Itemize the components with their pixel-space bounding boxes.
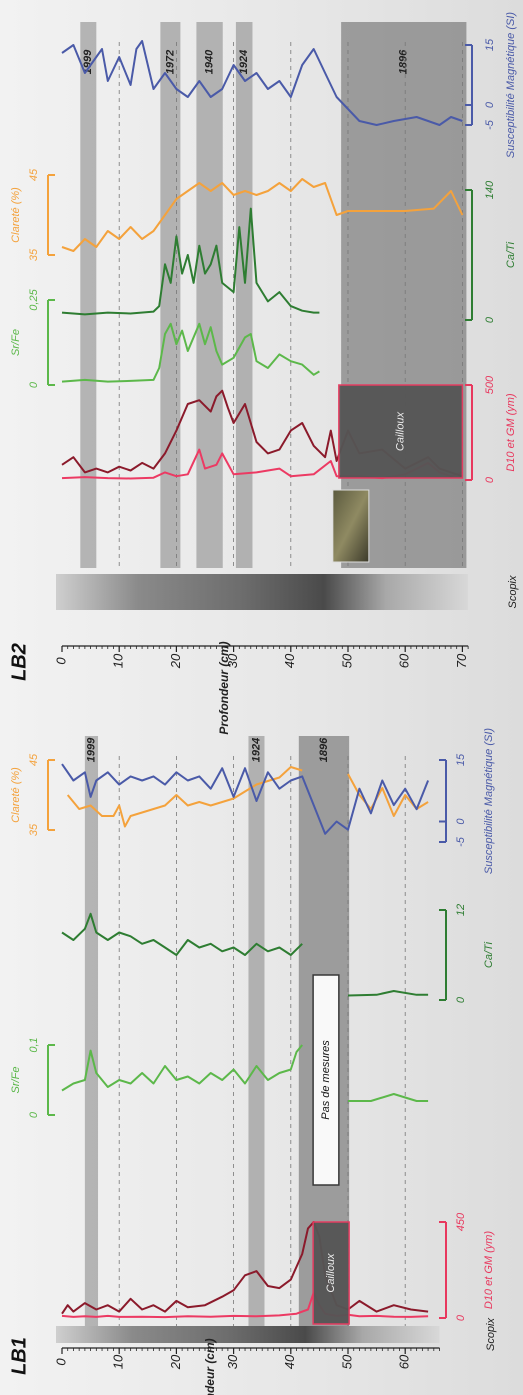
tick-label: 45: [28, 753, 40, 766]
tick-label: 500: [484, 375, 496, 394]
tick-label: 0: [455, 818, 467, 825]
horizon-band: [196, 22, 223, 568]
depth-tick-label: 20: [168, 653, 183, 669]
depth-label: Profondeur (cm): [217, 641, 231, 734]
depth-tick-label: 0: [53, 1358, 68, 1366]
horizon-band: [80, 22, 97, 568]
curve: [61, 763, 430, 835]
horizon-band: [84, 736, 99, 1326]
track-label: D10 et GM (ym): [505, 393, 517, 472]
tick-label: 0: [28, 381, 40, 388]
curve: [61, 207, 320, 316]
horizon-band: [160, 22, 181, 568]
depth-tick-label: 30: [225, 653, 240, 668]
box-label: Cailloux: [325, 1253, 337, 1293]
track-label: Ca/Ti: [505, 241, 517, 268]
horizon-label: 1999: [82, 49, 94, 74]
horizon-label: 1896: [398, 49, 410, 74]
depth-tick-label: 0: [53, 657, 68, 665]
box: [312, 1221, 350, 1325]
tick-label: -5: [455, 836, 467, 847]
depth-tick-label: 40: [282, 653, 297, 668]
tick-label: 450: [455, 1212, 467, 1231]
tick-label: -5: [484, 119, 496, 130]
tick-label: 0: [484, 476, 496, 483]
box: [338, 384, 464, 479]
depth-tick-label: 50: [339, 1354, 354, 1369]
horizon-band: [341, 22, 467, 568]
tick-label: 140: [484, 180, 496, 199]
strip-label: Scopix: [485, 1317, 497, 1351]
tick-label: 12: [455, 904, 467, 916]
track-label: Sr/Fe: [10, 329, 22, 356]
depth-label: Profondeur (cm): [203, 1338, 217, 1395]
strip-label: Scopix: [507, 575, 519, 609]
track-label: Susceptibilité Magnétique (SI): [505, 12, 517, 158]
tick-label: 0: [455, 1314, 467, 1321]
depth-tick-label: 70: [454, 653, 469, 668]
curve: [61, 912, 429, 997]
curve: [61, 178, 464, 252]
depth-tick-label: 20: [168, 1354, 183, 1370]
track-label: Susceptibilité Magnétique (SI): [483, 728, 495, 874]
core-strip: [56, 1326, 440, 1343]
box-label: Pas de mesures: [320, 1040, 332, 1120]
box: [312, 974, 340, 1186]
tick-label: 45: [28, 168, 40, 181]
horizon-band: [235, 22, 253, 568]
curve: [61, 1044, 429, 1102]
curve: [61, 322, 320, 383]
depth-tick-label: 10: [111, 1354, 126, 1369]
depth-tick-label: 60: [397, 653, 412, 668]
panel-title: LB1: [8, 1337, 30, 1375]
pebble-photo: [332, 489, 370, 563]
depth-tick-label: 10: [111, 653, 126, 668]
horizon-label: 1999: [85, 737, 97, 762]
core-strip: [56, 574, 469, 610]
horizon-label: 1940: [203, 49, 215, 74]
tick-label: 15: [484, 38, 496, 51]
horizon-label: 1924: [238, 50, 250, 74]
tick-label: 0: [484, 101, 496, 108]
track-label: Clareté (%): [10, 767, 22, 823]
horizon-label: 1896: [318, 737, 330, 762]
panel-title: LB2: [8, 643, 30, 681]
depth-tick-label: 50: [339, 653, 354, 668]
horizon-band: [248, 736, 265, 1326]
track-label: Sr/Fe: [10, 1067, 22, 1094]
tick-label: 0,25: [28, 288, 40, 310]
tick-label: 15: [455, 753, 467, 766]
tick-label: 0: [455, 996, 467, 1003]
box-label: Cailloux: [395, 411, 407, 451]
tick-label: 35: [28, 823, 40, 836]
tick-label: 35: [28, 248, 40, 261]
horizon-label: 1924: [250, 738, 262, 762]
horizon-label: 1972: [164, 50, 176, 74]
depth-tick-label: 40: [282, 1354, 297, 1369]
curve: [61, 1291, 429, 1319]
tick-label: 0,1: [28, 1037, 40, 1052]
tick-label: 0: [28, 1111, 40, 1118]
track-label: Ca/Ti: [483, 941, 495, 968]
track-label: D10 et GM (ym): [483, 1231, 495, 1310]
depth-tick-label: 60: [397, 1354, 412, 1369]
track-label: Clareté (%): [10, 187, 22, 243]
depth-tick-label: 30: [225, 1354, 240, 1369]
tick-label: 0: [484, 316, 496, 323]
curve: [61, 40, 463, 126]
